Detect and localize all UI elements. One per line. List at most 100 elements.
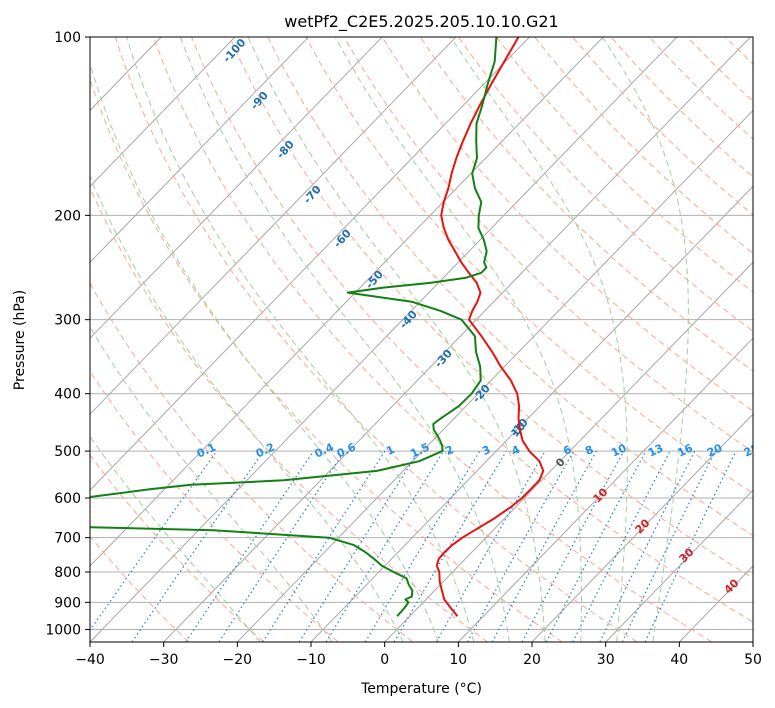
dry-adiabat-line	[686, 37, 753, 103]
mixing-ratio-line	[262, 450, 386, 642]
isotherm-line	[457, 337, 753, 642]
temperature-profile-line	[435, 37, 545, 617]
y-tick-label: 800	[54, 565, 81, 581]
x-tick-label: 10	[449, 652, 467, 668]
mixing-ratio-label: 25	[742, 441, 761, 459]
moist-adiabat-lines	[90, 37, 689, 642]
mixing-ratio-line	[599, 450, 696, 642]
mixing-ratio-label: 3	[480, 443, 492, 458]
dry-adiabat-line	[90, 454, 264, 642]
isotherm-line	[310, 185, 753, 642]
mixing-ratio-label: 10	[609, 441, 629, 459]
mixing-ratio-line	[521, 450, 625, 642]
dry-adiabat-line	[90, 282, 414, 642]
mixing-ratio-label: 0.2	[254, 441, 277, 461]
dry-adiabat-line	[90, 370, 339, 642]
isotherm-line	[90, 37, 678, 642]
mixing-ratio-line	[298, 450, 420, 642]
mixing-ratio-line	[90, 450, 218, 632]
mixing-ratio-label: 2	[443, 443, 455, 458]
moist-adiabat-line	[247, 37, 546, 642]
dry-adiabat-line	[90, 77, 563, 642]
y-axis-title: Pressure (hPa)	[12, 290, 28, 390]
isotherm-line	[90, 37, 604, 567]
x-tick-label: −10	[296, 652, 326, 668]
pressure-gridlines	[90, 37, 753, 630]
isotherm-line	[90, 37, 383, 339]
x-tick-label: 20	[523, 652, 541, 668]
moist-adiabat-label: -80	[274, 138, 297, 162]
mixing-ratio-line	[435, 450, 546, 642]
mixing-ratio-label: 0.4	[313, 440, 336, 460]
isotherm-line	[90, 37, 309, 263]
moist-adiabat-label: -30	[432, 347, 455, 371]
dry-adiabat-line	[724, 37, 753, 65]
x-tick-label: 30	[597, 652, 615, 668]
plot-frame	[89, 36, 754, 643]
x-tick-label: −30	[149, 652, 179, 668]
isotherm-line	[384, 261, 753, 642]
dry-adiabat-line	[114, 37, 638, 642]
y-axis-ticks: 1000 900 800 700 600 500 400 300 200 100	[45, 30, 90, 638]
mixing-ratio-line	[572, 450, 671, 642]
y-tick-label: 300	[54, 313, 81, 329]
dry-adiabat-line	[305, 37, 753, 494]
dry-adiabat-line	[90, 535, 190, 642]
dry-adiabat-line	[648, 37, 753, 140]
moist-adiabat-line	[90, 435, 261, 642]
mixing-ratio-label: 20	[705, 441, 725, 459]
dry-adiabat-line	[572, 37, 753, 216]
y-tick-label: 1000	[45, 622, 81, 638]
dry-adiabat-line	[419, 37, 753, 372]
isotherm-line	[90, 37, 457, 415]
y-tick-label: 100	[54, 30, 81, 46]
mixing-ratio-line	[545, 450, 647, 642]
mixing-ratio-label: 30	[771, 441, 775, 459]
x-axis-title: Temperature (°C)	[360, 681, 482, 697]
mixing-ratio-label: 16	[676, 441, 696, 459]
mixing-ratio-label: 0.6	[335, 440, 358, 460]
moist-adiabat-label: -100	[220, 36, 248, 65]
y-tick-label: 500	[54, 444, 81, 460]
chart-title: wetPf2_C2E5.2025.205.10.10.G21	[284, 12, 558, 32]
y-tick-label: 900	[54, 595, 81, 611]
moist-adiabat-label: -90	[248, 89, 271, 113]
dry-adiabat-line	[191, 37, 753, 623]
x-tick-label: 40	[670, 652, 688, 668]
x-axis-ticks: −40 −30 −20 −10 0 10 20 30 40 50	[75, 642, 762, 668]
mixing-ratio-lines	[90, 450, 737, 642]
dry-adiabat-line	[343, 37, 753, 453]
mixing-ratio-label: 4	[510, 443, 523, 458]
moist-adiabat-label: -40	[397, 308, 420, 332]
dry-adiabat-line	[90, 187, 488, 642]
reference-line-labels: 0.10.20.40.611.52346810131620253036-100-…	[195, 36, 775, 597]
moist-adiabat-line	[180, 37, 510, 642]
isotherm-line	[752, 641, 753, 642]
dry-adiabat-line	[764, 37, 775, 642]
isotherm-line	[605, 489, 753, 642]
y-tick-label: 600	[54, 491, 81, 507]
mixing-ratio-line	[364, 450, 481, 642]
isotherm-line	[236, 109, 753, 642]
mixing-ratio-line	[393, 450, 507, 642]
moist-adiabat-line	[90, 61, 439, 642]
dry-adiabat-label: 40	[722, 576, 742, 596]
x-tick-label: 0	[380, 652, 389, 668]
y-tick-label: 200	[54, 208, 81, 224]
mixing-ratio-line	[621, 450, 716, 642]
mixing-ratio-line	[185, 450, 314, 642]
moist-adiabat-label: -60	[331, 227, 354, 251]
dry-adiabat-line	[534, 37, 753, 254]
moist-adiabat-line	[334, 37, 582, 642]
mixing-ratio-line	[491, 450, 597, 642]
moist-adiabat-line	[601, 37, 689, 642]
moist-adiabat-line	[90, 326, 333, 642]
dry-adiabat-lines	[90, 37, 775, 642]
isotherm-lines	[90, 37, 753, 642]
isotherm-line	[163, 37, 751, 642]
mixing-ratio-label: 6	[561, 443, 574, 458]
mixing-ratio-line	[131, 450, 265, 642]
isotherm-line	[531, 413, 753, 642]
x-tick-label: −40	[75, 652, 105, 668]
sounding-profiles	[90, 37, 545, 617]
